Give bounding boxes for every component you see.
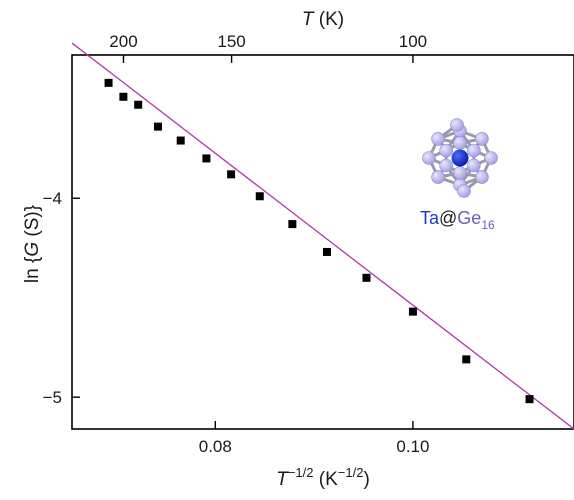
bottom-tick-label: 0.10	[396, 437, 429, 456]
data-point	[255, 192, 264, 201]
ge-atom	[439, 143, 453, 158]
plot-frame	[71, 54, 574, 430]
ge-atom	[431, 132, 445, 146]
ta-ge16-cluster-image	[422, 118, 498, 198]
ge-atom	[457, 184, 471, 198]
data-point	[408, 307, 417, 316]
bottom-axis-title: T−1/2 (K−1/2)	[276, 465, 370, 490]
left-axis-title: ln {G (S)}	[22, 205, 43, 283]
ge-atom	[453, 136, 467, 150]
fit-line	[71, 42, 574, 430]
ge-atom	[475, 132, 489, 146]
ge-atom	[453, 166, 467, 180]
data-point	[462, 355, 471, 364]
data-points	[104, 78, 534, 404]
data-point	[525, 395, 534, 404]
top-tick-label: 200	[109, 32, 137, 51]
ge-atom	[475, 170, 489, 184]
data-point	[288, 220, 297, 229]
data-point	[202, 154, 211, 163]
data-point	[322, 247, 331, 256]
data-point	[362, 273, 371, 282]
data-point	[176, 136, 185, 145]
ge-atom	[450, 118, 464, 132]
ge-atom	[484, 151, 498, 165]
left-tick-label: −4	[43, 189, 62, 208]
molecule-label: Ta@Ge16	[420, 208, 495, 232]
data-point	[153, 122, 162, 131]
ge-atom	[422, 151, 436, 165]
top-axis-title: T (K)	[302, 9, 344, 30]
ticks: 0.08 0.10 200 150 100 −4 −5	[43, 32, 430, 456]
left-tick-label: −5	[43, 388, 62, 407]
data-point	[104, 78, 113, 87]
ta-atom	[451, 149, 469, 167]
data-point	[227, 170, 236, 179]
ge-atom	[439, 158, 453, 173]
data-point	[134, 100, 143, 109]
bottom-tick-label: 0.08	[199, 437, 232, 456]
data-point	[119, 92, 128, 101]
top-tick-label: 100	[399, 32, 427, 51]
top-tick-label: 150	[217, 32, 245, 51]
ge-atom	[467, 158, 481, 173]
ge-atom	[431, 170, 445, 184]
ge-atom	[467, 143, 481, 158]
